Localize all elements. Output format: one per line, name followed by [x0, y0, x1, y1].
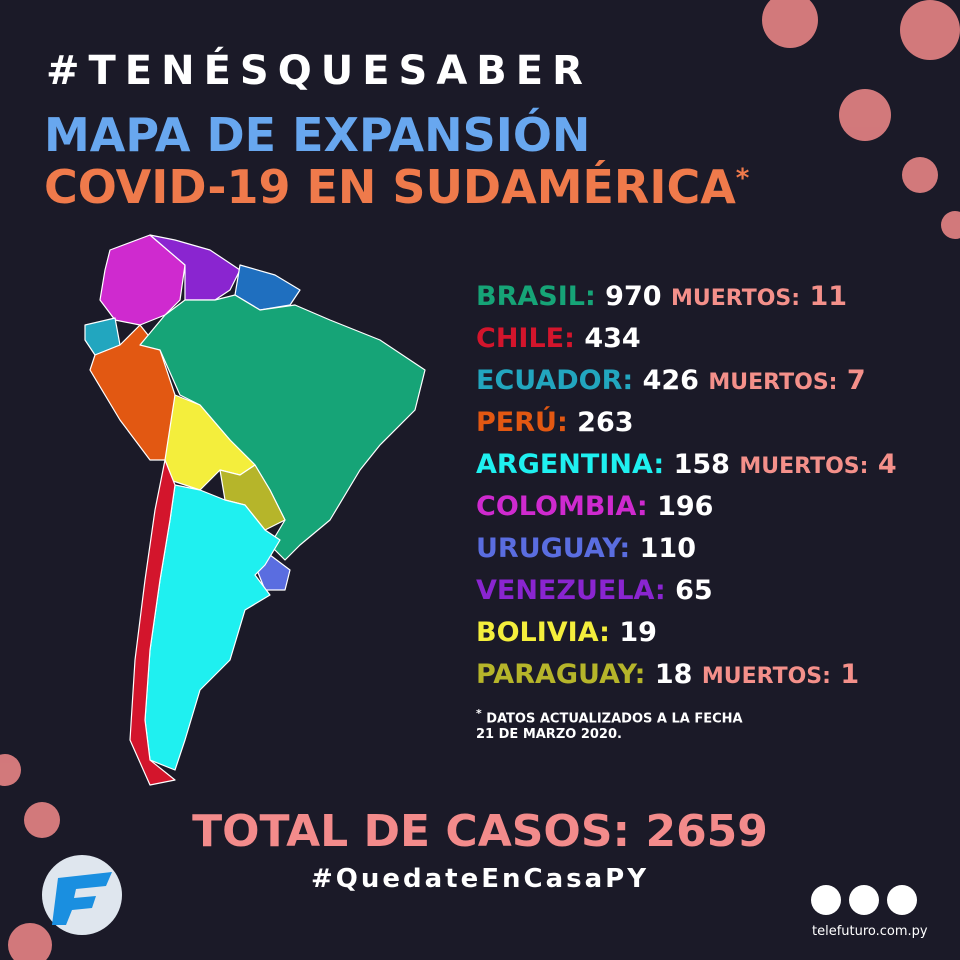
cases: 970 — [605, 281, 662, 312]
cases: 158 — [673, 449, 730, 480]
deaths-label: MUERTOS: — [670, 286, 801, 311]
footnote-mark: * — [476, 707, 482, 720]
map-chile — [129, 459, 176, 786]
total: TOTAL DE CASOS: 2659 — [0, 806, 960, 857]
country-name: PARAGUAY: — [476, 659, 646, 690]
deaths: 1 — [840, 659, 860, 690]
country-row: CHILE: 434 — [476, 318, 897, 360]
cases: 65 — [675, 575, 713, 606]
country-name: VENEZUELA: — [476, 575, 666, 606]
cases: 18 — [654, 659, 693, 690]
country-name: BRASIL: — [476, 281, 596, 312]
footnote: * DATOS ACTUALIZADOS A LA FECHA 21 DE MA… — [476, 706, 743, 743]
country-name: BOLIVIA: — [476, 617, 610, 648]
hashtag: #TENÉSQUESABER — [46, 48, 592, 94]
country-row: BRASIL: 970 MUERTOS: 11 — [476, 276, 897, 318]
map — [84, 234, 426, 786]
title-line-1: MAPA DE EXPANSIÓN — [44, 108, 591, 162]
title-line-2: COVID-19 EN SUDAMÉRICA* — [44, 160, 749, 214]
logo — [42, 855, 122, 935]
cases: 263 — [577, 407, 634, 438]
deaths-label: MUERTOS: — [701, 664, 831, 689]
deaths-label: MUERTOS: — [739, 454, 869, 479]
deaths: 11 — [809, 281, 848, 312]
cases: 19 — [619, 617, 657, 648]
deaths: 7 — [846, 365, 866, 396]
title-text: COVID-19 EN SUDAMÉRICA — [44, 160, 736, 214]
country-name: COLOMBIA: — [476, 491, 648, 522]
total-value: 2659 — [645, 806, 768, 857]
country-name: URUGUAY: — [476, 533, 631, 564]
country-row: COLOMBIA: 196 — [476, 486, 897, 528]
country-row: VENEZUELA: 65 — [476, 570, 897, 612]
cases: 434 — [584, 323, 641, 354]
footer-hashtag: #QuedateEnCasaPY — [310, 864, 650, 894]
footnote-line: 21 DE MARZO 2020. — [476, 727, 622, 743]
social-icons — [811, 885, 917, 915]
country-row: URUGUAY: 110 — [476, 528, 897, 570]
total-label: TOTAL DE CASOS: — [192, 806, 631, 857]
country-row: PERÚ: 263 — [476, 402, 897, 444]
country-name: PERÚ: — [476, 407, 568, 438]
map-venezuela — [149, 234, 241, 301]
country-name: ECUADOR: — [476, 365, 634, 396]
country-name: ARGENTINA: — [476, 449, 665, 480]
deaths: 4 — [877, 449, 897, 480]
cases: 196 — [657, 491, 714, 522]
country-row: ARGENTINA: 158 MUERTOS: 4 — [476, 444, 897, 486]
country-name: CHILE: — [476, 323, 575, 354]
footnote-line: DATOS ACTUALIZADOS A LA FECHA — [486, 711, 743, 727]
deaths-label: MUERTOS: — [708, 370, 838, 395]
title-mark: * — [735, 163, 750, 194]
website: telefuturo.com.py — [812, 924, 928, 939]
cases: 110 — [639, 533, 696, 564]
country-row: PARAGUAY: 18 MUERTOS: 1 — [476, 654, 897, 696]
country-row: BOLIVIA: 19 — [476, 612, 897, 654]
cases: 426 — [642, 365, 699, 396]
country-row: ECUADOR: 426 MUERTOS: 7 — [476, 360, 897, 402]
country-list: BRASIL: 970 MUERTOS: 11 CHILE: 434 ECUADOR… — [476, 276, 897, 696]
